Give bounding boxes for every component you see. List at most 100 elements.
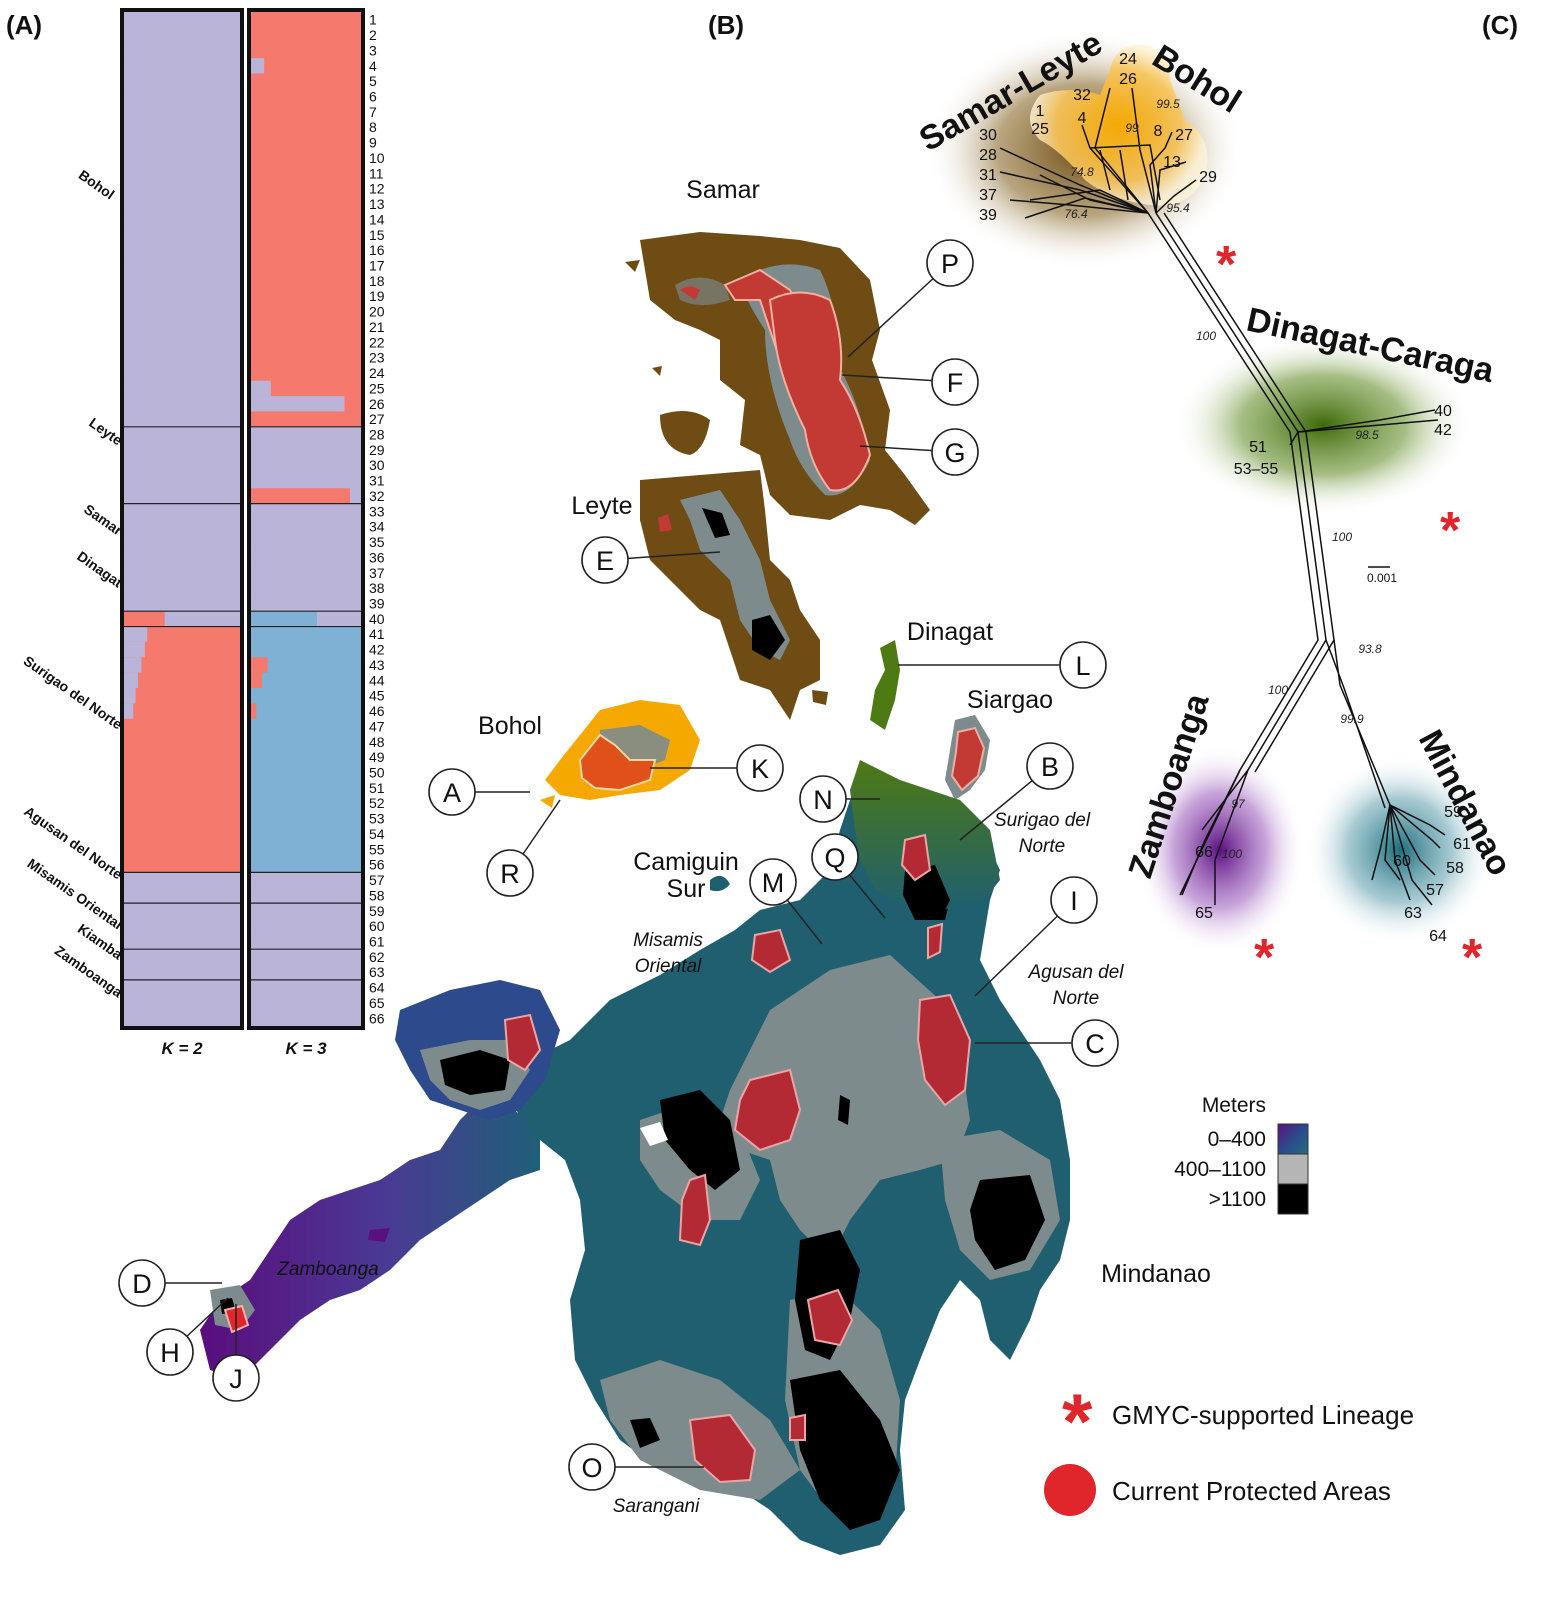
sample-number: 61 [369,934,385,950]
sample-number: 48 [369,734,385,750]
sample-number: 29 [369,442,385,458]
k3-bar [251,657,361,674]
k3-bar [251,979,361,996]
sample-number: 60 [369,918,385,934]
tree-tip: 32 [1073,87,1091,104]
site-letter-j: J [229,1364,243,1394]
k2-bar [124,903,240,920]
region-label-surigao-2: Norte [1019,836,1065,857]
site-marker-h [146,1328,194,1376]
mindanao-island-shape [510,790,1070,1555]
phylogenetic-network [999,87,1446,906]
sample-number: 31 [369,473,385,489]
k3-bar [251,580,361,597]
k2-bar [124,457,240,474]
k3-bar [251,257,361,274]
k2-bar [124,1010,240,1027]
sample-number-labels: 1234567891011121314151617181920212223242… [369,12,385,1027]
sample-number: 51 [369,780,385,796]
site-marker-g [931,428,979,476]
k3-frame [247,8,365,1030]
k2-frame [120,8,244,1030]
k3-bar [251,857,361,873]
site-marker-i [1050,876,1098,924]
sample-number: 6 [369,89,377,105]
sample-number: 18 [369,273,385,289]
sample-number: 13 [369,196,385,212]
k2-bar [124,933,240,950]
sample-number: 12 [369,181,385,197]
island-label-samar: Samar [686,176,760,204]
region-label-agusan-1: Agusan del [1027,962,1124,983]
leyte-island-shape [640,411,828,720]
k2-bar [124,42,240,59]
k2-bar [124,134,240,151]
bohol-island-shape [540,700,700,808]
k2-admix-segment [124,672,138,689]
sample-number: 19 [369,288,385,304]
sample-number: 36 [369,549,385,565]
tree-support: 99.9 [1340,712,1364,726]
site-letter-c: C [1085,1029,1105,1059]
k2-bar [124,887,240,904]
k3-bar [251,58,361,75]
sample-number: 65 [369,995,385,1011]
tree-tip: 39 [979,207,997,224]
tree-support: 98.5 [1355,428,1379,442]
k3-bar [251,42,361,59]
k2-bar [124,519,240,535]
sample-number: 56 [369,857,385,873]
k3-bar [251,303,361,320]
site-letter-p: P [941,249,959,279]
sample-number: 53 [369,811,385,827]
k2-bar [124,488,240,505]
sample-number: 38 [369,580,385,596]
k2-admix-segment [124,641,145,658]
k2-bar [124,657,240,674]
k3-bar [251,104,361,121]
sample-number: 17 [369,258,385,274]
island-label-mindanao: Mindanao [1101,1260,1211,1288]
region-label-surigao-1: Surigao del [994,810,1091,831]
k3-bar [251,334,361,351]
k3-admix-segment [251,703,257,720]
site-marker-o [568,1443,616,1491]
sample-number: 41 [369,626,385,642]
sample-number: 64 [369,980,385,996]
tree-tip: 30 [979,127,997,144]
site-marker-n [799,775,847,823]
sample-number: 16 [369,242,385,258]
k2-bar [124,549,240,566]
k3-bar [251,641,361,658]
tree-tip: 37 [979,187,997,204]
sample-number: 66 [369,1010,385,1026]
sample-number: 62 [369,949,385,965]
gmyc-legend-asterisk: * [1062,1377,1093,1465]
k2-bar [124,718,240,735]
sample-number: 57 [369,872,385,888]
k2-bar [124,119,240,136]
site-letter-r: R [500,859,520,889]
k2-admix-segment [124,611,165,628]
island-label-camiguin-2: Sur [667,875,706,903]
k3-bar [251,810,361,827]
k2-bar [124,150,240,167]
k2-bar [124,795,240,812]
k3-bar [251,273,361,290]
tree-tip: 27 [1175,127,1193,144]
region-label-zamboanga: Zamboanga [276,1259,378,1280]
sample-number: 39 [369,596,385,612]
island-label-leyte: Leyte [571,492,632,520]
sample-number: 35 [369,534,385,550]
k2-bar [124,734,240,751]
k3-admix-segment [251,58,265,75]
k3-bar [251,918,361,935]
zamboanga-halo [1135,745,1305,955]
k2-bar [124,165,240,182]
k3-bar [251,718,361,735]
k3-bar [251,841,361,858]
sample-number: 2 [369,27,377,43]
k3-bar [251,411,361,428]
surigao-region-shape [850,760,1000,920]
